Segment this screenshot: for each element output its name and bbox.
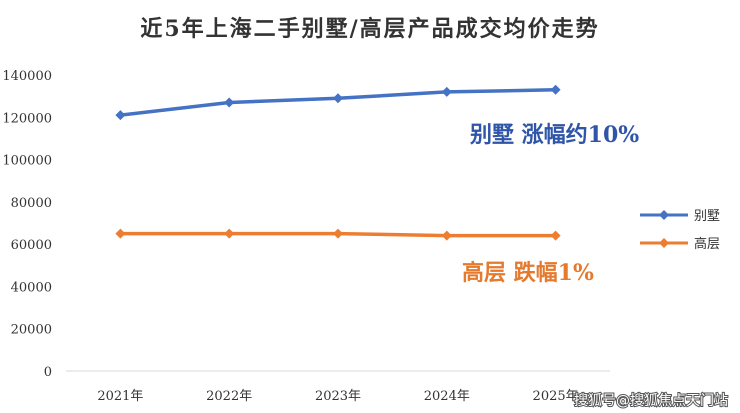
x-tick-label: 2021年 xyxy=(97,389,143,404)
x-tick-label: 2024年 xyxy=(424,389,470,404)
y-tick-label: 140000 xyxy=(2,69,52,84)
data-point xyxy=(550,84,561,95)
legend-label: 别墅 xyxy=(694,209,720,224)
data-point xyxy=(115,228,126,239)
y-tick-label: 100000 xyxy=(2,154,52,169)
data-point xyxy=(224,97,235,108)
data-point xyxy=(441,230,452,241)
chart-title: 近5年上海二手别墅/高层产品成交均价走势 xyxy=(140,16,599,42)
x-tick-label: 2025年 xyxy=(533,389,579,404)
annotation-villa: 别墅 涨幅约10% xyxy=(469,122,639,148)
legend-marker xyxy=(659,210,669,220)
x-axis: 2021年 2022年 2023年 2024年 2025年 xyxy=(97,389,578,404)
legend-marker xyxy=(659,238,669,248)
watermark: 搜狐号@搜狐焦点天门站 xyxy=(574,393,728,409)
y-tick-label: 60000 xyxy=(11,238,52,253)
data-point xyxy=(550,230,561,241)
x-tick-label: 2023年 xyxy=(315,389,361,404)
data-point xyxy=(115,110,126,121)
data-point xyxy=(224,228,235,239)
legend-label: 高层 xyxy=(694,236,720,252)
data-point xyxy=(333,93,343,104)
y-tick-label: 120000 xyxy=(2,111,52,126)
data-point xyxy=(441,86,452,97)
y-tick-label: 0 xyxy=(44,365,52,380)
y-tick-label: 20000 xyxy=(11,323,52,338)
data-point xyxy=(333,228,343,239)
y-tick-label: 40000 xyxy=(11,280,52,295)
y-axis: 0 20000 40000 60000 80000 100000 120000 140000 xyxy=(2,69,52,380)
y-tick-label: 80000 xyxy=(11,196,52,211)
series-layer xyxy=(115,84,561,241)
annotation-highrise: 高层 跌幅1% xyxy=(462,260,594,286)
x-tick-label: 2022年 xyxy=(206,389,252,404)
